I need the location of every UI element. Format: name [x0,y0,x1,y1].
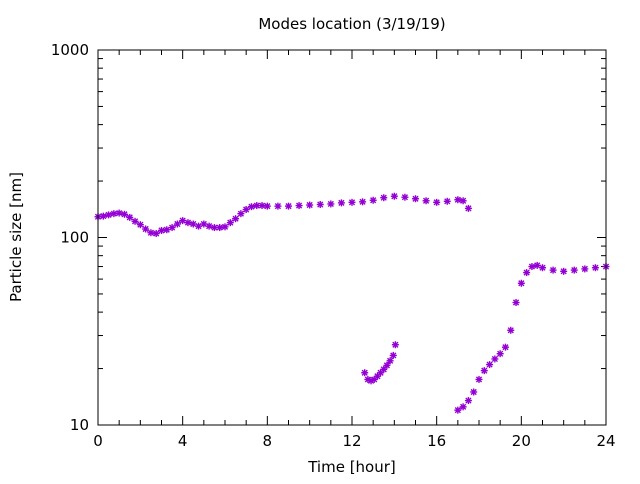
data-point [158,226,165,234]
plot-frame [97,49,607,426]
y-tick-label: 10 [70,416,89,434]
data-point [517,279,525,287]
data-point [274,202,282,210]
data-point [216,224,224,232]
data-point [459,403,467,411]
data-point [380,194,388,202]
x-tick-label: 20 [512,432,531,450]
data-point [401,193,409,201]
data-point [491,355,499,363]
data-point [377,369,385,377]
data-point [120,210,128,218]
data-point [110,210,118,218]
data-point [591,264,599,272]
data-point [99,212,107,220]
data-point [210,224,218,232]
data-point [507,326,515,334]
data-point [361,369,369,377]
x-tick-label: 16 [427,432,446,450]
data-point [512,299,520,307]
data-point [383,361,391,369]
x-tick-label: 8 [263,432,273,450]
data-point [237,210,245,218]
data-point [232,215,240,223]
data-point [316,200,324,208]
data-point [443,197,451,205]
data-point [412,195,419,203]
x-axis-label: Time [hour] [307,458,396,476]
data-point [570,266,578,274]
data-point [373,372,381,380]
data-point [480,367,488,375]
data-point [173,220,181,228]
data-point [306,201,314,209]
data-point [115,209,123,217]
data-point [470,388,478,396]
data-point [369,196,377,204]
x-tick-label: 12 [342,432,361,450]
data-point [539,264,546,272]
data-point [528,263,536,271]
data-point [295,202,303,210]
chart-title: Modes location (3/19/19) [258,15,445,33]
data-point [386,357,394,365]
data-point [348,198,356,206]
x-tick-label: 4 [178,432,188,450]
data-point [533,261,541,269]
data-point [184,219,192,227]
data-point [523,269,531,277]
points-layer [94,192,610,414]
x-tick-label: 0 [93,432,103,450]
data-point [389,351,397,359]
data-point [549,266,557,274]
data-point [581,265,589,273]
data-point [258,202,266,210]
data-point [327,200,335,208]
data-point [195,222,203,230]
data-point [560,267,568,275]
x-tick-label: 24 [596,432,615,450]
data-point [337,199,345,207]
data-point [247,203,255,211]
data-point [391,341,399,349]
data-point [464,397,472,405]
y-tick-label: 1000 [51,41,89,59]
data-point [152,230,160,238]
data-point [433,198,441,206]
y-tick-label: 100 [60,229,89,247]
data-point [242,206,250,214]
data-point [205,222,213,230]
y-axis-label: Particle size [nm] [7,172,25,302]
data-point [454,196,462,204]
data-point [496,350,504,358]
data-point [136,221,144,229]
data-point [464,204,472,212]
data-point [131,217,139,225]
data-point [390,192,398,200]
data-point [226,219,234,227]
data-point [105,211,113,219]
data-point [486,361,494,369]
data-point [168,224,176,232]
data-point [459,197,467,205]
data-point [359,198,367,206]
data-point [126,213,134,221]
data-point [501,343,509,351]
data-point [285,202,292,210]
data-point [422,197,430,205]
data-point [142,225,150,233]
data-point [221,223,229,231]
data-point [475,375,483,383]
data-point [263,202,271,210]
ticks-layer: 0 4 8 12 16 20 24 10 100 1000 [51,41,616,450]
data-point [147,229,155,237]
data-point [454,406,462,414]
